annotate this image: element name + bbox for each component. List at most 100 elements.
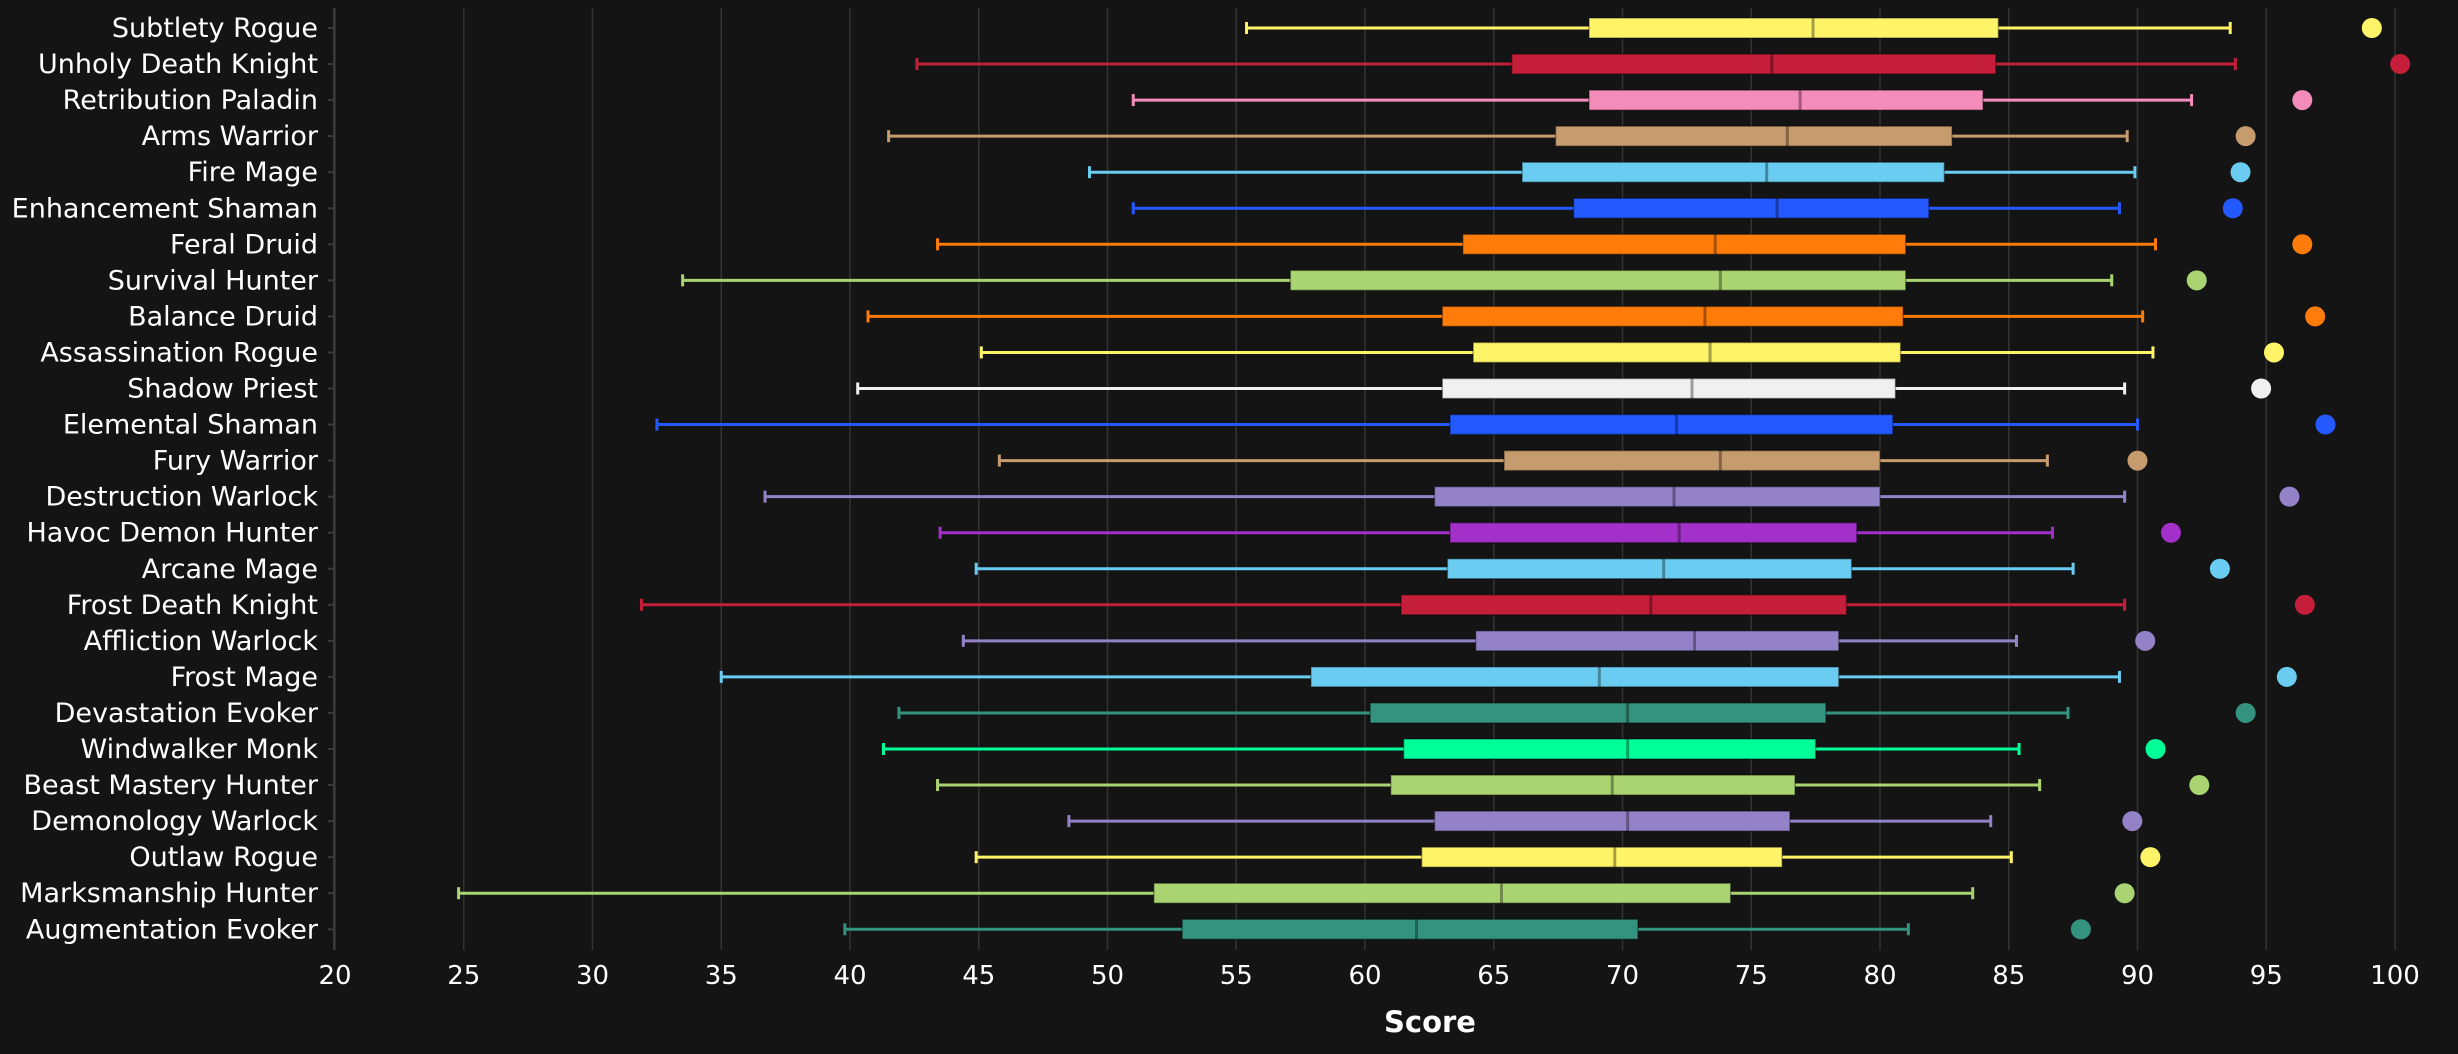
- x-axis-label: Score: [1384, 1005, 1476, 1039]
- box-row: Affliction Warlock: [84, 626, 2156, 657]
- plot-rows: Subtlety Rogue Unholy Death Knight Retribu…: [12, 13, 2411, 945]
- x-tick-label: 65: [1477, 961, 1510, 991]
- category-label: Augmentation Evoker: [26, 914, 319, 945]
- box: [1449, 521, 1858, 544]
- box: [1472, 341, 1902, 364]
- box: [1433, 485, 1881, 508]
- box: [1390, 774, 1796, 796]
- top-score-dot: [2209, 558, 2230, 579]
- box-row: Frost Mage: [171, 662, 2297, 693]
- category-label: Frost Mage: [171, 662, 318, 693]
- box-row: Elemental Shaman: [63, 410, 2336, 441]
- box: [1441, 305, 1904, 328]
- box: [1400, 594, 1848, 616]
- top-score-dot: [2160, 522, 2181, 543]
- x-tick-label: 100: [2370, 961, 2420, 991]
- box-row: Enhancement Shaman: [12, 193, 2243, 224]
- top-score-dot: [2230, 162, 2251, 183]
- box-row: Feral Druid: [170, 229, 2313, 260]
- box-row: Outlaw Rogue: [129, 842, 2161, 873]
- box: [1474, 630, 1840, 652]
- box: [1511, 53, 1997, 75]
- top-score-dot: [2222, 198, 2243, 219]
- top-score-dot: [2276, 666, 2297, 687]
- category-label: Shadow Priest: [127, 374, 318, 405]
- category-label: Subtlety Rogue: [112, 13, 318, 44]
- box-row: Frost Death Knight: [67, 590, 2315, 621]
- box-row: Fire Mage: [188, 157, 2251, 188]
- category-label: Fire Mage: [188, 157, 318, 188]
- box: [1449, 413, 1894, 436]
- box-row: Demonology Warlock: [31, 806, 2143, 837]
- category-label: Frost Death Knight: [67, 590, 318, 621]
- box: [1441, 377, 1897, 400]
- box: [1153, 882, 1732, 904]
- category-label: Elemental Shaman: [63, 410, 318, 441]
- box: [1554, 125, 1953, 147]
- category-label: Retribution Paladin: [63, 85, 318, 116]
- top-score-dot: [2263, 342, 2284, 363]
- box-row: Windwalker Monk: [80, 734, 2166, 765]
- top-score-dot: [2235, 702, 2256, 723]
- x-tick-label: 25: [447, 961, 480, 991]
- box: [1446, 558, 1853, 580]
- category-label: Affliction Warlock: [84, 626, 319, 657]
- box: [1572, 197, 1930, 219]
- box-row: Arms Warrior: [142, 121, 2256, 152]
- box-row: Survival Hunter: [108, 265, 2207, 296]
- x-tick-label: 95: [2250, 961, 2283, 991]
- box: [1420, 846, 1783, 868]
- category-label: Demonology Warlock: [31, 806, 318, 837]
- box-row: Balance Druid: [128, 301, 2326, 332]
- x-tick-label: 60: [1348, 961, 1381, 991]
- x-tick-label: 45: [962, 961, 995, 991]
- category-label: Survival Hunter: [108, 265, 319, 296]
- top-score-dot: [2251, 378, 2272, 399]
- box: [1588, 89, 1984, 111]
- box-row: Unholy Death Knight: [38, 49, 2411, 80]
- box-row: Havoc Demon Hunter: [26, 518, 2181, 549]
- top-score-dot: [2361, 18, 2382, 38]
- top-score-dot: [2135, 630, 2156, 651]
- top-score-dot: [2070, 919, 2091, 940]
- x-tick-label: 90: [2121, 961, 2154, 991]
- category-label: Balance Druid: [128, 301, 318, 332]
- x-tick-label: 75: [1735, 961, 1768, 991]
- box-row: Assassination Rogue: [40, 337, 2284, 368]
- box-row: Arcane Mage: [142, 554, 2230, 585]
- x-tick-label: 70: [1606, 961, 1639, 991]
- category-label: Arcane Mage: [142, 554, 318, 585]
- box: [1503, 449, 1881, 472]
- category-label: Havoc Demon Hunter: [26, 518, 318, 549]
- top-score-dot: [2114, 883, 2135, 904]
- top-score-dot: [2122, 811, 2143, 832]
- category-label: Windwalker Monk: [80, 734, 318, 765]
- box: [1289, 269, 1907, 292]
- box: [1521, 161, 1946, 183]
- x-tick-label: 80: [1863, 961, 1896, 991]
- box: [1462, 233, 1907, 256]
- category-label: Arms Warrior: [142, 121, 319, 152]
- box-row: Augmentation Evoker: [26, 914, 2091, 945]
- category-label: Devastation Evoker: [55, 698, 319, 729]
- box-row: Retribution Paladin: [63, 85, 2313, 116]
- box: [1310, 666, 1840, 688]
- top-score-dot: [2292, 234, 2313, 255]
- top-score-dot: [2390, 54, 2411, 75]
- top-score-dot: [2186, 270, 2207, 291]
- box: [1402, 738, 1817, 760]
- top-score-dot: [2140, 847, 2161, 868]
- x-tick-label: 35: [705, 961, 738, 991]
- box-row: Destruction Warlock: [45, 482, 2300, 513]
- top-score-dot: [2305, 306, 2326, 327]
- top-score-dot: [2294, 594, 2315, 615]
- category-label: Assassination Rogue: [40, 337, 318, 368]
- category-label: Enhancement Shaman: [12, 193, 318, 224]
- category-label: Beast Mastery Hunter: [23, 770, 318, 801]
- x-tick-label: 30: [576, 961, 609, 991]
- box: [1588, 17, 2000, 39]
- box: [1181, 918, 1639, 940]
- top-score-dot: [2315, 414, 2336, 435]
- top-score-dot: [2189, 775, 2210, 796]
- x-tick-label: 85: [1992, 961, 2025, 991]
